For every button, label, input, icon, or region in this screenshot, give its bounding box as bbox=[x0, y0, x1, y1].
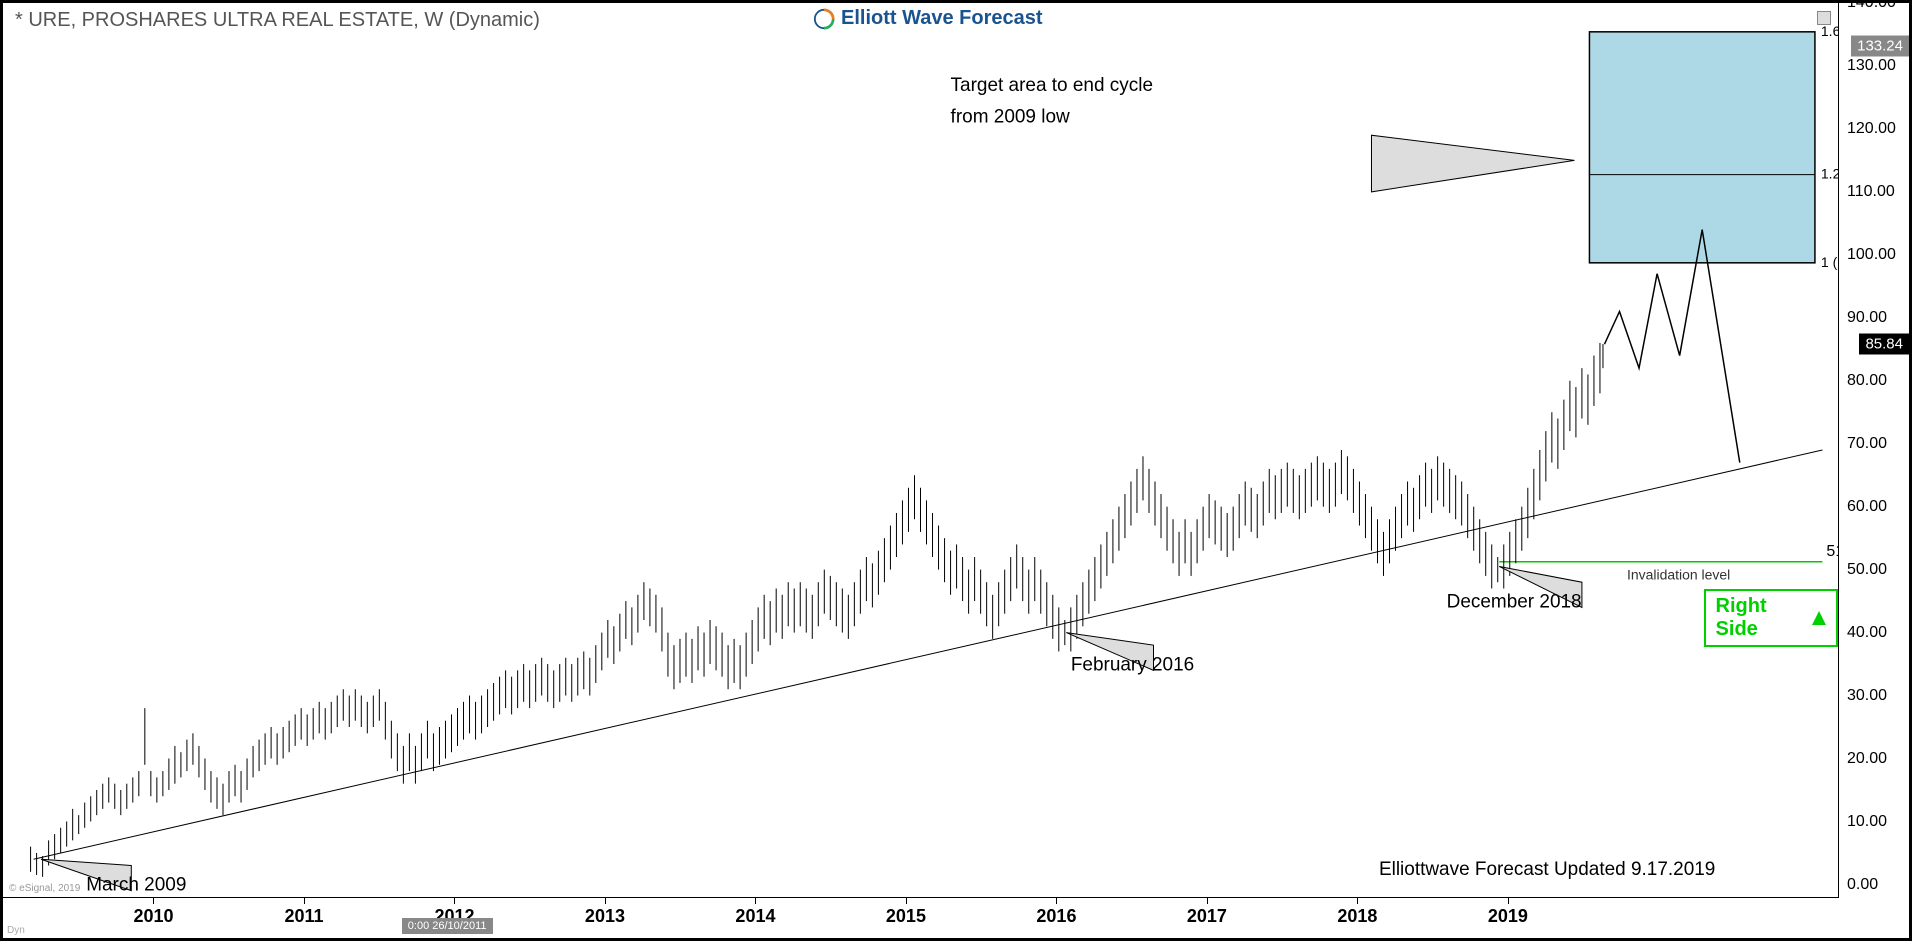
y-tick: 130.00 bbox=[1847, 57, 1896, 75]
y-tick: 110.00 bbox=[1847, 183, 1895, 201]
y-tick: 30.00 bbox=[1847, 687, 1887, 705]
y-tick: 70.00 bbox=[1847, 435, 1887, 453]
annotation-text: from 2009 low bbox=[951, 107, 1070, 128]
annotation-text: December 2018 bbox=[1447, 591, 1582, 612]
x-tick: 2010 bbox=[133, 906, 173, 927]
x-tick: 2015 bbox=[886, 906, 926, 927]
invalidation-price: 51.25 bbox=[1826, 543, 1838, 560]
right-side-badge: Right Side bbox=[1704, 589, 1838, 647]
trendline bbox=[34, 450, 1823, 859]
plot-svg: 1.618 (135.42) 1.236 (112.74) 1 (98.73) Inv… bbox=[3, 3, 1838, 897]
pointer-icon bbox=[1371, 135, 1574, 192]
annotation-text: March 2009 bbox=[86, 875, 186, 896]
x-tick: 2017 bbox=[1187, 906, 1227, 927]
invalidation-label: Invalidation level bbox=[1627, 567, 1730, 583]
fib-label: 1 (98.73) bbox=[1821, 254, 1838, 270]
y-tick: 50.00 bbox=[1847, 561, 1887, 579]
projection-path bbox=[1604, 230, 1739, 463]
x-axis: 2010201120122013201420152016201720182019… bbox=[3, 898, 1839, 938]
chart-container: * URE, PROSHARES ULTRA REAL ESTATE, W (D… bbox=[0, 0, 1912, 941]
y-tick: 20.00 bbox=[1847, 750, 1887, 768]
x-tick: 2014 bbox=[735, 906, 775, 927]
x-tick: 2016 bbox=[1036, 906, 1076, 927]
footer-text: Elliottwave Forecast Updated 9.17.2019 bbox=[1379, 859, 1715, 880]
x-tick: 2013 bbox=[585, 906, 625, 927]
y-tick: 120.00 bbox=[1847, 120, 1896, 138]
arrow-up-icon bbox=[1812, 611, 1826, 625]
plot-area[interactable]: 1.618 (135.42) 1.236 (112.74) 1 (98.73) Inv… bbox=[3, 3, 1839, 898]
y-tick: 80.00 bbox=[1847, 372, 1887, 390]
bottom-bar: Dyn bbox=[7, 925, 25, 936]
time-tab: 0:00 26/10/2011 bbox=[402, 918, 493, 934]
annotation-text: Target area to end cycle bbox=[951, 75, 1153, 96]
y-tick: 140.00 bbox=[1847, 0, 1896, 12]
copyright: © eSignal, 2019 bbox=[9, 883, 80, 894]
y-tick: 90.00 bbox=[1847, 309, 1887, 327]
right-side-label: Right Side bbox=[1716, 595, 1806, 641]
y-tick: 40.00 bbox=[1847, 624, 1887, 642]
y-axis: 0.00 10.00 20.00 30.00 40.00 50.00 60.00 70.00 8… bbox=[1839, 3, 1909, 898]
annotation-text: February 2016 bbox=[1071, 654, 1194, 675]
current-price-marker: 85.84 bbox=[1859, 334, 1909, 355]
y-tick: 60.00 bbox=[1847, 498, 1887, 516]
x-tick: 2018 bbox=[1337, 906, 1377, 927]
x-tick: 2011 bbox=[284, 906, 323, 927]
fib-label: 1.618 (135.42) bbox=[1821, 23, 1838, 39]
y-tick: 0.00 bbox=[1847, 876, 1878, 894]
y-tick: 10.00 bbox=[1847, 813, 1887, 831]
target-box bbox=[1589, 32, 1814, 263]
y-tick: 100.00 bbox=[1847, 246, 1896, 264]
high-price-marker: 133.24 bbox=[1851, 35, 1909, 56]
x-tick: 2019 bbox=[1488, 906, 1528, 927]
fib-label: 1.236 (112.74) bbox=[1821, 166, 1838, 182]
